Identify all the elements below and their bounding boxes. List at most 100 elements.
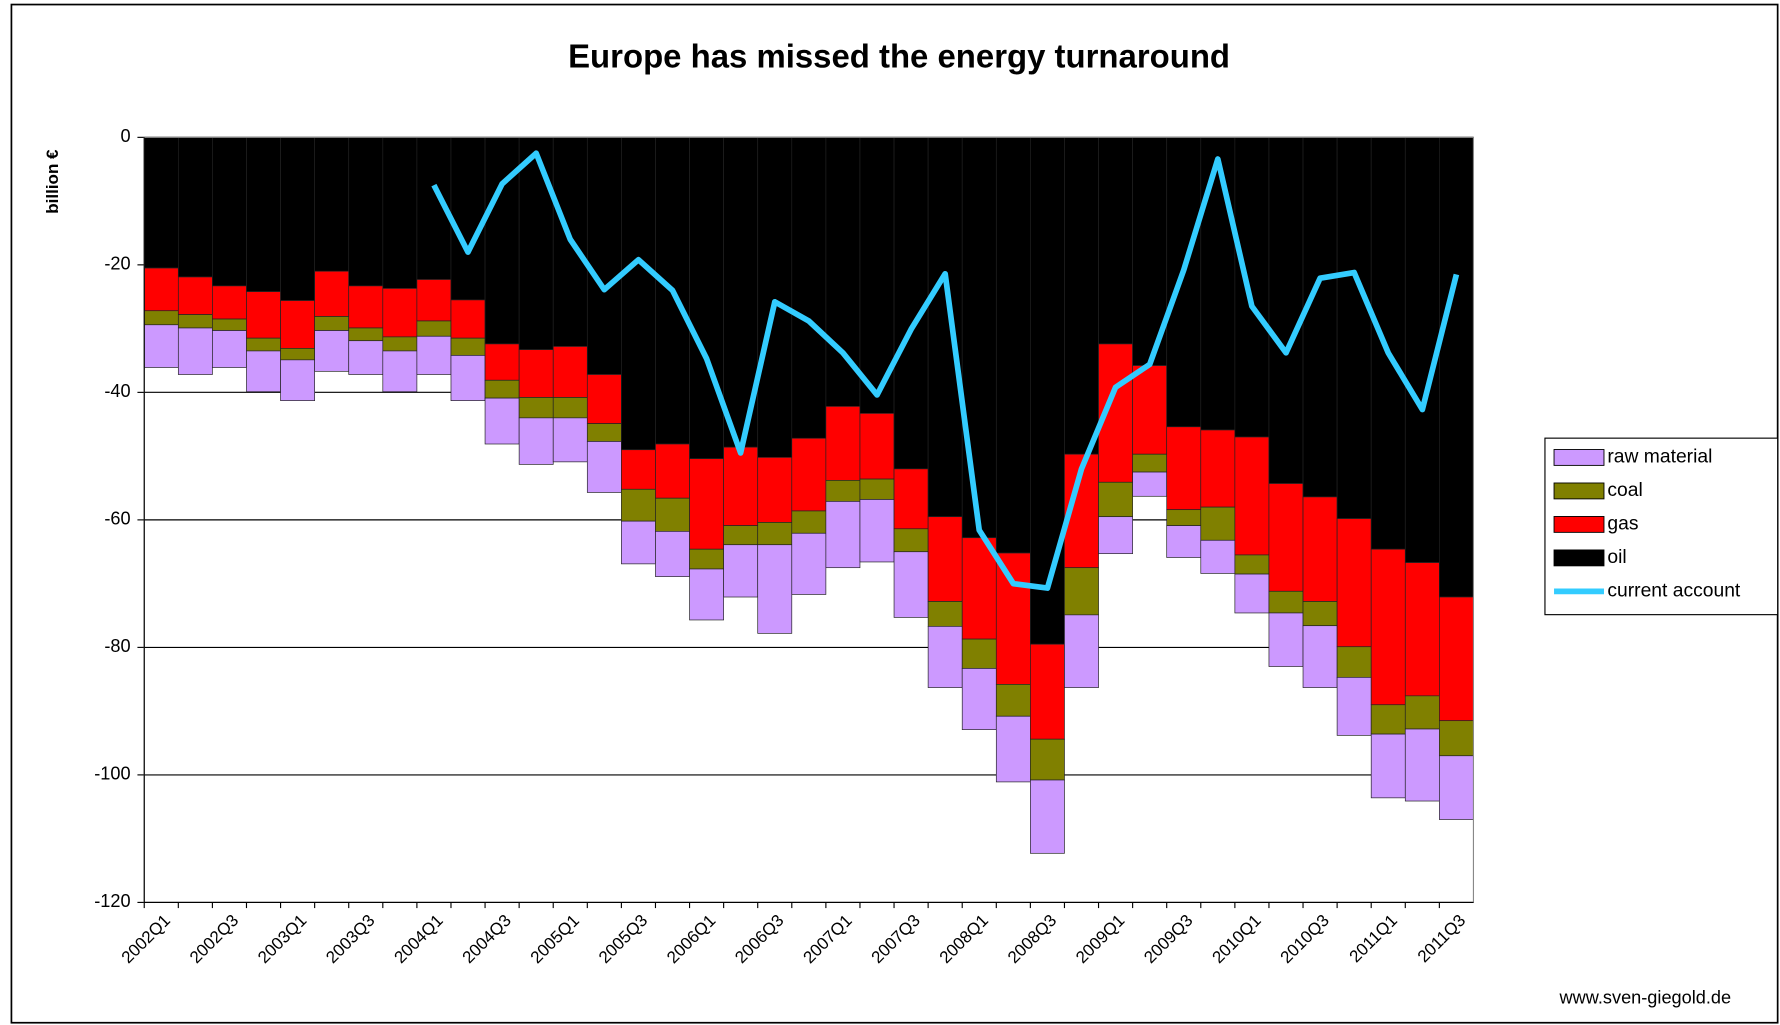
bar-segment <box>995 715 1031 783</box>
bar-segment <box>586 441 622 493</box>
bar-segment <box>416 320 452 337</box>
bar-segment <box>314 316 350 331</box>
bar-segment <box>1404 562 1440 697</box>
bar-segment <box>791 137 827 439</box>
bar-segment <box>1098 516 1133 555</box>
bar-segment <box>1098 137 1133 345</box>
bar-segment <box>723 544 759 598</box>
bar-segment <box>348 137 384 287</box>
bar-segment <box>1439 720 1474 757</box>
bar-segment <box>518 137 554 350</box>
bar-segment <box>1030 738 1065 781</box>
bar-segment <box>314 270 350 317</box>
bar-segment <box>450 355 486 401</box>
bar-segment <box>382 350 418 393</box>
bar-segment <box>143 310 179 326</box>
bar-segment <box>1234 573 1270 614</box>
legend-swatch <box>1553 516 1605 533</box>
bar-segment <box>655 531 690 577</box>
bar-segment <box>280 359 315 401</box>
bar-segment <box>1370 704 1406 735</box>
bar-segment <box>859 413 895 480</box>
chart-title: Europe has missed the energy turnaround <box>568 38 1230 75</box>
bar-segment <box>1336 137 1372 519</box>
bar-segment <box>416 335 452 375</box>
legend-label: raw material <box>1607 447 1712 468</box>
bar-segment <box>621 449 656 490</box>
bar-segment <box>314 330 350 372</box>
bar-segment <box>382 336 418 352</box>
bar-segment <box>689 458 724 550</box>
bar-segment <box>1268 590 1304 614</box>
legend-label: coal <box>1607 480 1642 501</box>
bar-segment <box>621 520 656 565</box>
bar-segment <box>552 417 588 463</box>
legend-label: current account <box>1607 580 1741 601</box>
bar-segment <box>1166 137 1202 428</box>
bar-segment <box>1200 429 1236 508</box>
bar-segment <box>450 137 486 301</box>
bar-segment <box>1268 137 1304 484</box>
bar-segment <box>1064 614 1099 688</box>
bar-segment <box>1234 436 1270 556</box>
bar-segment <box>143 267 179 312</box>
bar-segment <box>1064 137 1099 455</box>
bar-segment <box>1404 695 1440 730</box>
bar-segment <box>1302 496 1338 602</box>
bar-segment <box>1098 481 1133 518</box>
bar-segment <box>382 288 418 338</box>
bar-segment <box>1200 137 1236 431</box>
bar-segment <box>382 137 418 289</box>
bar-segment <box>246 350 281 393</box>
bar-segment <box>246 291 281 339</box>
bar-segment <box>927 601 963 627</box>
bar-segment <box>1200 506 1236 541</box>
legend-swatch <box>1553 449 1605 466</box>
bar-segment <box>791 437 827 512</box>
bar-segment <box>212 330 247 368</box>
bar-segment <box>1404 137 1440 563</box>
bar-segment <box>1404 728 1440 802</box>
bar-segment <box>143 137 179 269</box>
bar-segment <box>1439 137 1474 598</box>
bar-segment <box>689 548 724 570</box>
bar-segment <box>1030 779 1065 854</box>
bar-segment <box>859 478 895 500</box>
bar-segment <box>348 327 384 342</box>
bar-segment <box>1336 518 1372 648</box>
bar-segment <box>1064 567 1099 616</box>
bar-segment <box>893 468 929 530</box>
bar-segment <box>314 137 350 272</box>
bar-segment <box>1268 483 1304 592</box>
bar-segment <box>757 544 793 634</box>
bar-segment <box>723 525 759 546</box>
bar-segment <box>246 137 281 292</box>
bar-segment <box>723 446 759 526</box>
bar-segment <box>1030 137 1065 645</box>
bar-segment <box>1166 509 1202 526</box>
bar-segment <box>143 324 179 368</box>
bar-segment <box>1268 612 1304 667</box>
y-tick-label: 0 <box>121 126 131 146</box>
bar-segment <box>995 137 1031 554</box>
y-tick-label: -60 <box>104 509 130 529</box>
bar-segment <box>552 346 588 398</box>
bar-segment <box>927 516 963 602</box>
bar-segment <box>1336 677 1372 736</box>
bar-segment <box>212 318 247 331</box>
bar-segment <box>484 379 520 399</box>
bar-segment <box>280 348 315 361</box>
bar-segment <box>893 137 929 470</box>
bar-segment <box>859 499 895 563</box>
bar-segment <box>961 668 997 730</box>
bar-segment <box>450 299 486 339</box>
bar-segment <box>246 337 281 352</box>
bar-segment <box>1439 755 1474 820</box>
y-tick-label: -20 <box>104 254 130 274</box>
bar-segment <box>552 397 588 419</box>
bar-segment <box>586 374 622 424</box>
bar-segment <box>450 337 486 356</box>
bar-segment <box>961 137 997 539</box>
